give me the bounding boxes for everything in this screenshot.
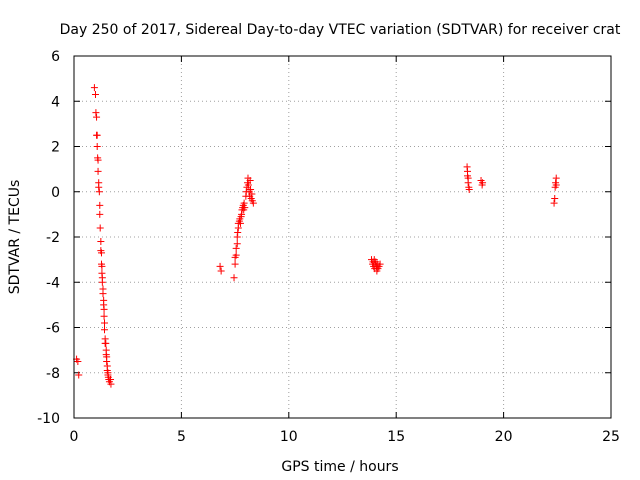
data-point [217,267,225,275]
data-point [234,228,242,236]
data-point [247,185,255,193]
y-tick-label: -4 [46,275,60,291]
data-point [552,174,560,182]
grid [74,56,611,418]
data-point [244,181,252,189]
data-point [232,244,240,252]
y-tick-label: -2 [46,230,60,246]
y-tick-labels: -10 -8 -6 -4 -2 0 2 4 6 [37,49,60,427]
data-point [94,167,102,175]
y-tick-label: 2 [51,140,60,156]
data-point [246,176,254,184]
data-point [376,260,384,268]
data-point [464,179,472,187]
data-point [95,183,103,191]
data-point [99,290,107,298]
data-point [236,219,244,227]
data-point [93,143,101,150]
data-point [96,224,104,232]
data-point [92,109,100,117]
x-tick-labels: 0 5 10 15 20 25 [70,429,620,445]
data-point [479,179,487,187]
x-axis-label: GPS time / hours [281,459,398,475]
data-point [249,199,257,207]
data-points [73,84,560,388]
data-point [93,131,101,139]
data-point [241,204,249,212]
y-tick-label: -10 [37,411,60,427]
data-point [91,90,99,98]
data-point [75,371,83,379]
y-tick-label: 6 [51,49,60,65]
data-point [240,199,248,207]
data-point [552,181,560,189]
x-tick-label: 5 [177,429,186,445]
data-point [232,251,240,259]
data-point [96,201,104,209]
data-point [551,195,559,203]
x-tick-label: 0 [70,429,79,445]
data-point [230,274,238,282]
y-tick-label: -8 [46,366,60,382]
data-point [100,312,108,320]
data-point [102,339,110,347]
data-point [97,249,105,257]
data-point [98,262,106,270]
data-point [98,278,106,286]
x-tick-label: 15 [387,429,405,445]
data-point [95,188,103,196]
data-point [101,319,109,327]
data-point [93,113,101,121]
data-point [103,357,111,365]
y-tick-label: 4 [51,94,60,110]
x-tick-label: 20 [495,429,513,445]
data-point [233,240,241,248]
data-point [107,380,115,388]
data-point [94,156,102,164]
y-axis-label: SDTVAR / TECUs [7,180,23,295]
data-point [101,326,109,334]
x-tick-label: 25 [602,429,620,445]
y-tick-label: 0 [51,185,60,201]
data-point [97,238,105,246]
y-tick-label: -6 [46,321,60,337]
data-point [248,190,256,198]
data-point [74,357,82,365]
plot-border [73,55,612,419]
x-tick-label: 10 [280,429,298,445]
data-point [100,305,108,313]
chart-title: Day 250 of 2017, Sidereal Day-to-day VTE… [60,22,621,38]
data-point [96,210,104,218]
data-point [550,199,558,207]
data-point [465,185,473,193]
data-point [216,262,224,270]
data-point [90,84,98,92]
data-point [231,260,239,268]
